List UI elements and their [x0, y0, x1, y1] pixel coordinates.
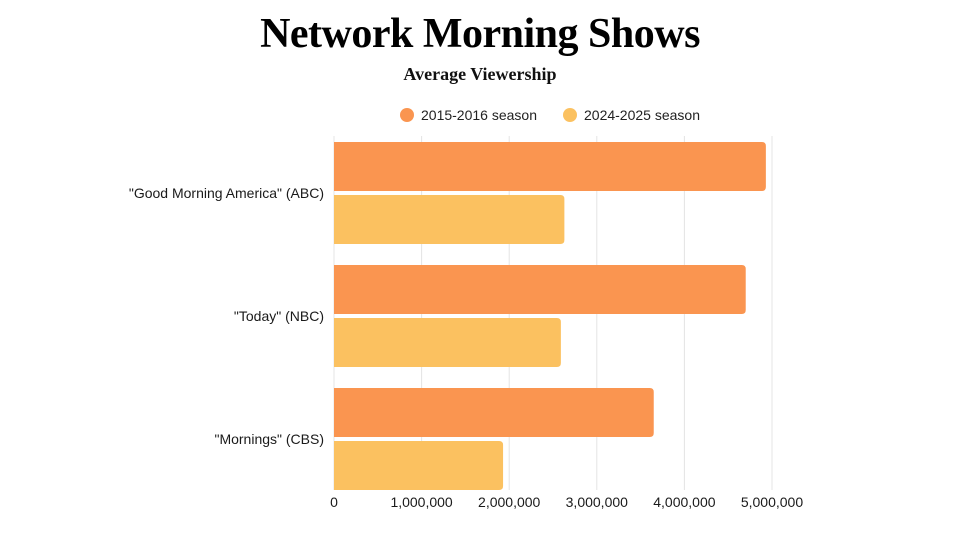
category-label: "Good Morning America" (ABC) [129, 185, 324, 201]
bar-1-1 [334, 142, 766, 191]
category-label: "Mornings" (CBS) [214, 431, 324, 447]
bar-1-3 [334, 388, 654, 437]
x-tick-label: 1,000,000 [390, 494, 452, 510]
bar-2-2 [334, 318, 561, 367]
legend-swatch-series-2 [563, 108, 577, 122]
chart-title: Network Morning Shows [260, 11, 700, 57]
legend-swatch-series-1 [400, 108, 414, 122]
x-tick-label: 4,000,000 [653, 494, 715, 510]
category-label: "Today" (NBC) [234, 308, 324, 324]
x-tick-label: 5,000,000 [741, 494, 803, 510]
bar-1-2 [334, 265, 746, 314]
bar-2-1 [334, 195, 565, 244]
x-tick-label: 2,000,000 [478, 494, 540, 510]
legend-label-series-1: 2015-2016 season [421, 107, 537, 123]
legend-item-series-2: 2024-2025 season [563, 107, 700, 123]
x-tick-label: 0 [330, 494, 338, 510]
bar-2-3 [334, 441, 504, 490]
legend-item-series-1: 2015-2016 season [400, 107, 537, 123]
x-tick-label: 3,000,000 [566, 494, 628, 510]
legend-label-series-2: 2024-2025 season [584, 107, 700, 123]
chart-legend: 2015-2016 season 2024-2025 season [0, 107, 960, 123]
chart-subtitle: Average Viewership [403, 64, 557, 84]
